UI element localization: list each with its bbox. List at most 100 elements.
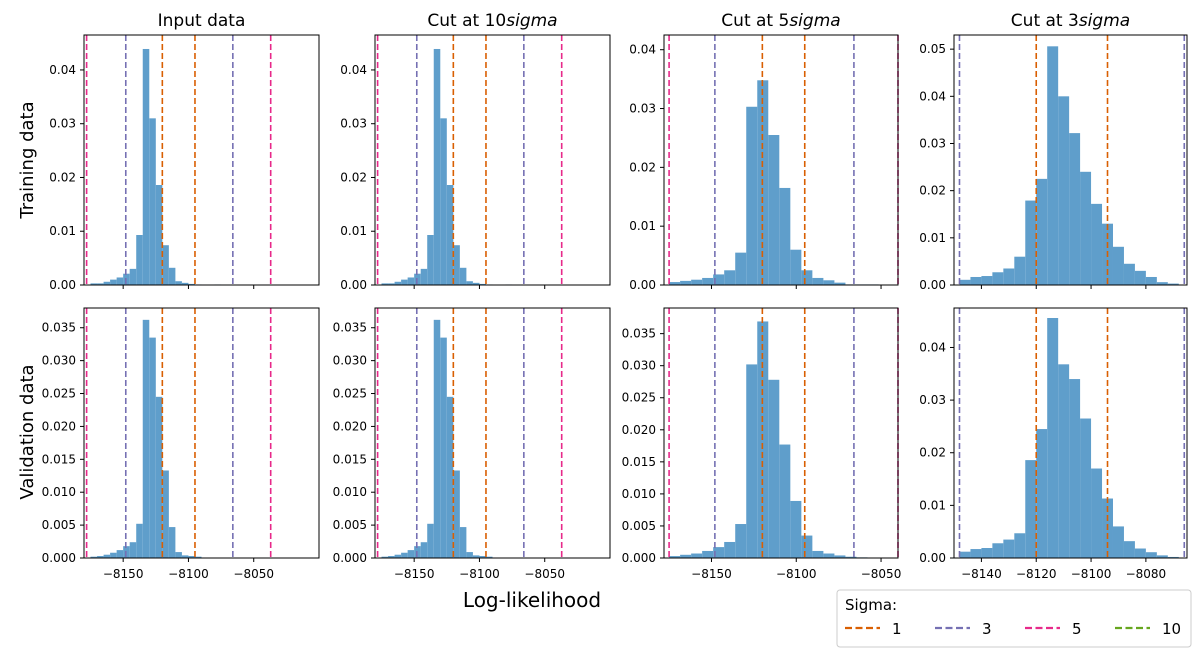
- histogram-bar: [472, 282, 480, 285]
- histogram-bar: [992, 272, 1004, 285]
- y-tick-label: 0.01: [629, 219, 656, 233]
- histogram-bar: [401, 279, 408, 285]
- y-tick-label: 0.020: [622, 423, 656, 437]
- histogram-bar: [149, 337, 156, 558]
- histogram-bar: [459, 527, 467, 558]
- histogram-bar: [466, 281, 473, 285]
- histogram-bar: [702, 550, 714, 558]
- histogram-bar: [472, 555, 480, 558]
- x-tick-label: −8050: [861, 567, 902, 581]
- histogram-bar: [1025, 200, 1037, 285]
- y-tick-label: 0.04: [629, 43, 656, 57]
- histogram-bar: [1036, 429, 1048, 558]
- histogram-bar: [1145, 552, 1157, 558]
- histogram-bar: [381, 556, 389, 558]
- y-tick-label: 0.015: [42, 452, 76, 466]
- y-tick-label: 0.01: [340, 224, 367, 238]
- histogram-bar: [746, 364, 758, 558]
- histogram-bar: [433, 48, 441, 286]
- axes-frame: [953, 307, 1188, 559]
- histogram-bar: [1058, 364, 1070, 558]
- histogram-bar: [168, 527, 176, 558]
- axes-frame: [374, 307, 611, 559]
- y-tick-label: 0.030: [333, 354, 367, 368]
- histogram-bar: [420, 542, 428, 558]
- y-tick-label: 0.025: [333, 387, 367, 401]
- histogram-bar: [453, 470, 460, 558]
- histogram-bar: [446, 396, 454, 558]
- histogram-bar: [680, 554, 692, 558]
- y-tick-label: 0.04: [340, 63, 367, 77]
- histogram-bar: [407, 550, 415, 558]
- histogram-bar: [175, 281, 182, 285]
- histogram-bar: [1091, 203, 1103, 285]
- y-tick-label: 0.03: [340, 117, 367, 131]
- y-tick-label: 0.00: [919, 551, 946, 565]
- histogram-bar: [155, 185, 163, 285]
- y-tick-label: 0.03: [919, 136, 946, 150]
- subplot-3: 0.00 0.01 0.02 0.03 0.04 Cut at 5sigma: [629, 11, 899, 292]
- histogram-bar: [1134, 548, 1146, 558]
- y-tick-label: 0.020: [333, 419, 367, 433]
- y-tick-label: 0.03: [49, 117, 76, 131]
- histogram-bar: [959, 551, 971, 558]
- y-tick-label: 0.005: [42, 518, 76, 532]
- histogram-bar: [459, 267, 467, 285]
- histogram-bar: [1145, 276, 1157, 285]
- y-tick-label: 0.00: [919, 278, 946, 292]
- x-tick-label: −8150: [103, 567, 144, 581]
- histogram-bar: [116, 550, 124, 558]
- histogram-bar: [992, 543, 1004, 558]
- histogram-bar: [1156, 282, 1168, 285]
- axes-frame: [663, 34, 899, 286]
- legend-label-sigma-5: 5: [1072, 620, 1082, 638]
- histogram-bar: [97, 556, 104, 558]
- legend-label-sigma-10: 10: [1162, 620, 1181, 638]
- y-tick-label: 0.00: [340, 278, 367, 292]
- y-tick-label: 0.020: [42, 419, 76, 433]
- histogram-bar: [440, 118, 447, 285]
- x-tick-label: −8080: [1126, 567, 1167, 581]
- y-tick-label: 0.005: [333, 518, 367, 532]
- histogram-bar: [433, 319, 441, 558]
- histogram-bar: [1058, 96, 1070, 285]
- axes-frame: [83, 307, 320, 559]
- histogram-bar: [1112, 246, 1124, 285]
- histogram-bar: [724, 270, 736, 285]
- histogram-bar: [194, 556, 202, 558]
- legend-entries: 1 3 5 10: [845, 620, 1181, 638]
- histogram-bar: [1014, 256, 1026, 285]
- sigma-legend: Sigma: 1 3 5 10: [836, 589, 1192, 648]
- histogram-bar: [691, 553, 703, 558]
- histogram-bar: [401, 552, 408, 558]
- histogram-bar: [680, 280, 692, 285]
- x-tick-label: −8050: [524, 567, 565, 581]
- histogram-bar: [1047, 46, 1059, 285]
- y-tick-label: 0.02: [919, 446, 946, 460]
- subplot-1: 0.00 0.01 0.02 0.03 0.04 Input data: [49, 11, 320, 292]
- y-tick-label: 0.025: [622, 391, 656, 405]
- histogram-bar: [1003, 268, 1015, 285]
- histogram-bar: [129, 542, 137, 558]
- histogram-bar: [834, 282, 846, 285]
- histogram-bar: [801, 535, 813, 558]
- histogram-bar: [1156, 555, 1168, 558]
- y-tick-label: 0.01: [919, 231, 946, 245]
- histogram-bar: [790, 500, 802, 558]
- subplot-title: Cut at 5sigma: [721, 11, 840, 31]
- axes-frame: [663, 307, 899, 559]
- y-tick-label: 0.035: [42, 321, 76, 335]
- y-tick-label: 0.030: [42, 354, 76, 368]
- y-tick-label: 0.01: [49, 224, 76, 238]
- histogram-bar: [959, 279, 971, 285]
- histogram-bar: [1036, 178, 1048, 285]
- histogram-bar: [181, 555, 189, 558]
- y-tick-label: 0.000: [333, 551, 367, 565]
- histogram-bar: [162, 470, 169, 558]
- histogram-bar: [142, 319, 150, 558]
- histogram-bar: [479, 283, 486, 285]
- subplot-6: 0.000 0.005 0.010 0.015 0.020 0.025 0.030 0.035…: [333, 307, 611, 581]
- histogram-bar: [768, 135, 780, 285]
